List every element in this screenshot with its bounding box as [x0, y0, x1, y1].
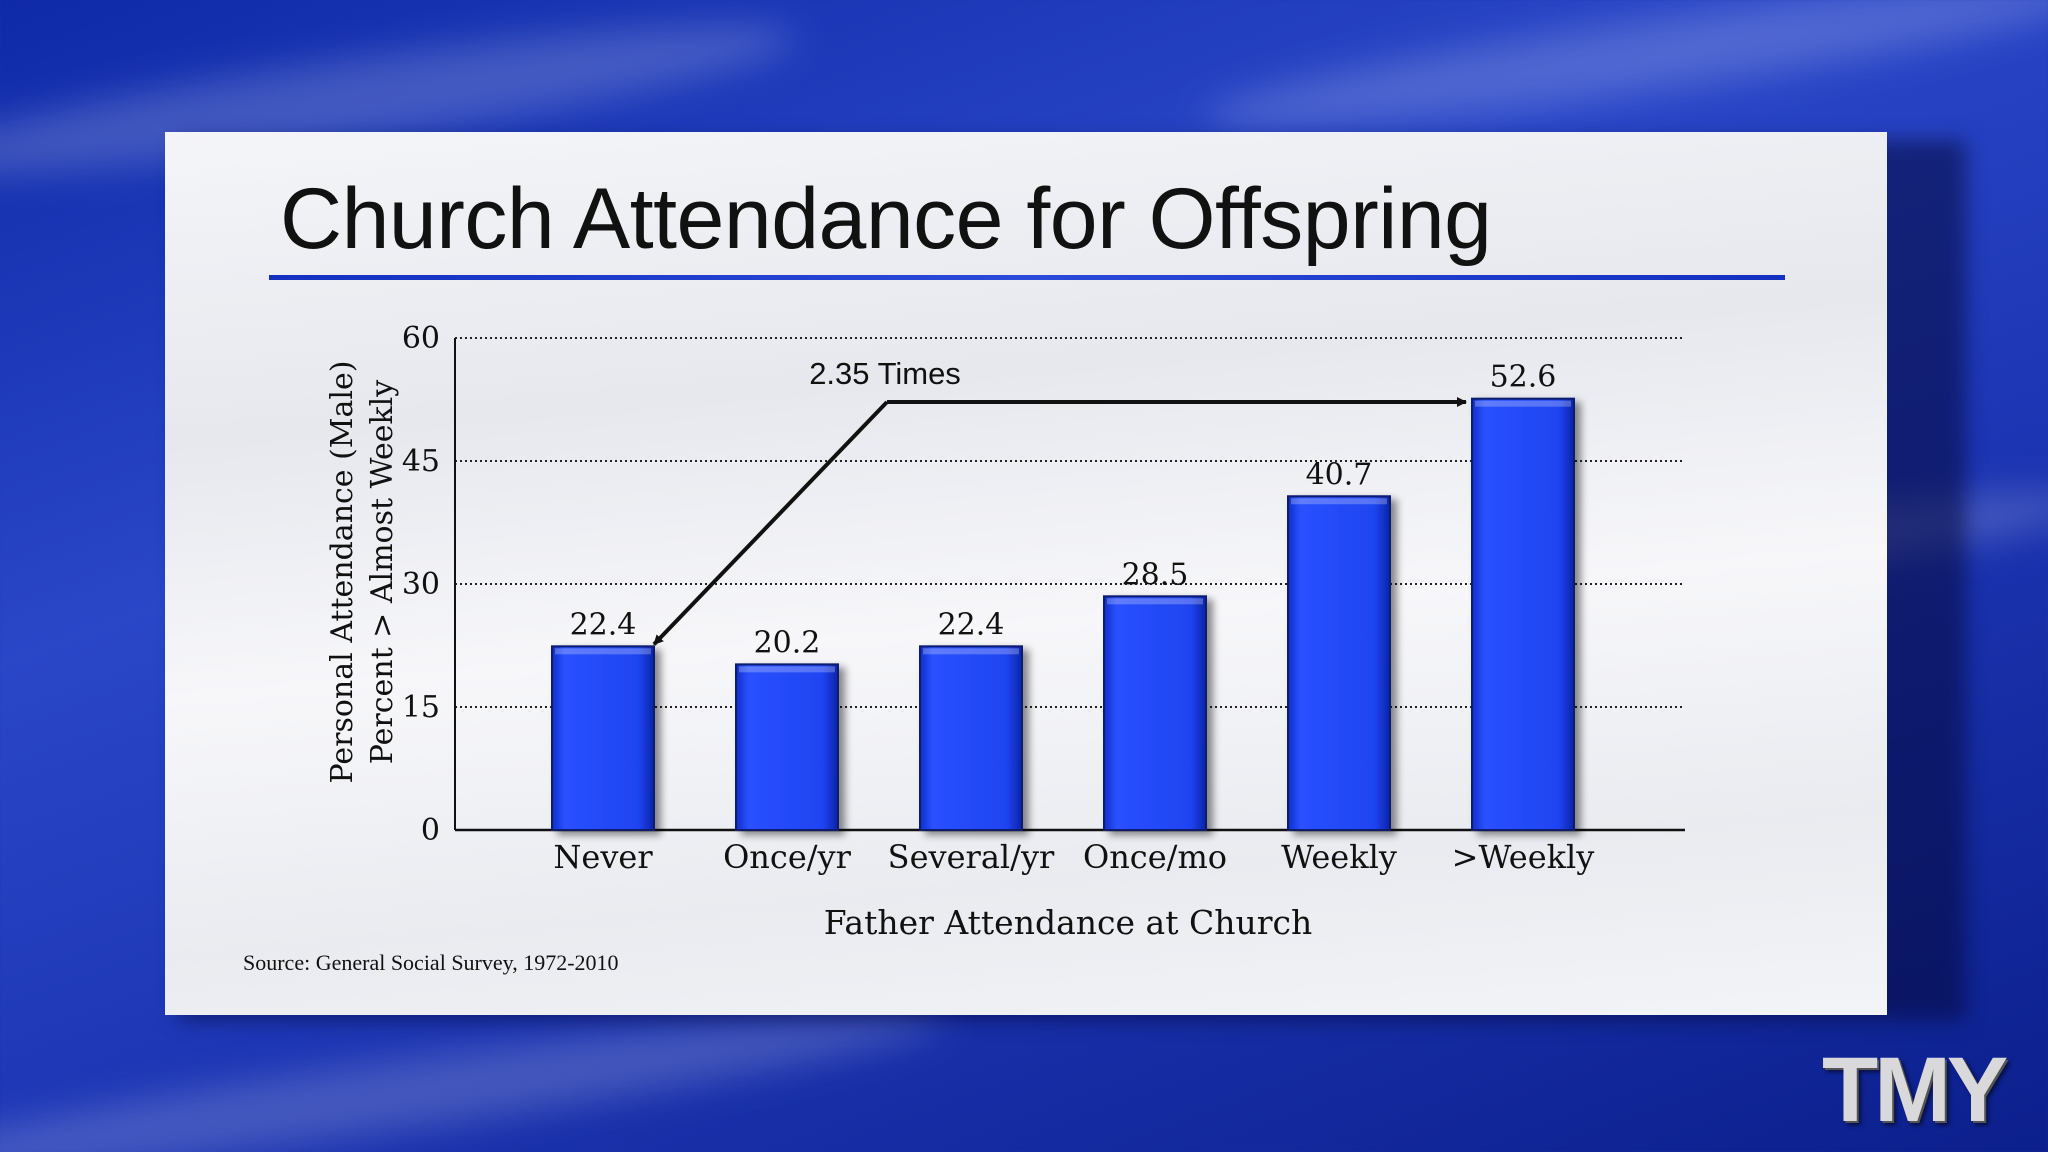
y-axis-title: Percent > Almost Weekly [365, 380, 400, 765]
annotation-layer: 2.35 Times [652, 356, 1467, 646]
label-layer: 22.4 Never 20.2 Once/yr 22.4 Several/yr 28.5 On… [553, 360, 1594, 876]
bar [1103, 595, 1207, 831]
source-note: Source: General Social Survey, 1972-2010 [243, 950, 619, 975]
category-label: Once/yr [723, 838, 852, 876]
category-label: Several/yr [888, 838, 1055, 876]
background-streak [1199, 0, 2048, 153]
y-tick-label: 30 [402, 567, 440, 602]
y-axis-title: Personal Attendance (Male) [325, 361, 360, 784]
category-label: >Weekly [1452, 838, 1595, 876]
bar-highlight [1475, 400, 1571, 407]
bar [919, 645, 1023, 831]
bar-highlight [739, 666, 835, 673]
tmy-logo: TMY [1822, 1039, 2008, 1141]
value-label: 52.6 [1490, 360, 1557, 395]
value-label: 20.2 [754, 625, 821, 660]
slide: Church Attendance for Offspring 0 15 30 45 6… [165, 132, 1887, 1015]
arrow-to-never [652, 400, 889, 646]
category-label: Once/mo [1083, 838, 1227, 876]
y-tick-label: 60 [402, 321, 440, 356]
bar [1287, 495, 1391, 831]
axis-layer: 0 15 30 45 60 Personal Attendance (Male) Perce… [325, 321, 1685, 942]
slide-title: Church Attendance for Offspring [280, 171, 1492, 267]
bar-highlight [1291, 498, 1387, 505]
bar [735, 663, 839, 831]
bar-chart: 0 15 30 45 60 Personal Attendance (Male) Perce… [325, 321, 1685, 942]
value-label: 28.5 [1122, 557, 1189, 592]
bar-highlight [1107, 598, 1203, 605]
bar [1471, 397, 1575, 831]
value-label: 22.4 [570, 607, 637, 642]
category-label: Weekly [1281, 838, 1397, 876]
y-tick-label: 45 [402, 444, 440, 479]
y-tick-label: 0 [421, 813, 440, 848]
bar [551, 645, 655, 831]
bar-layer [551, 397, 1575, 831]
value-label: 22.4 [938, 607, 1005, 642]
y-tick-label: 15 [402, 690, 440, 725]
category-label: Never [553, 838, 653, 876]
title-underline [269, 275, 1785, 280]
bar-highlight [555, 648, 651, 655]
value-label: 40.7 [1306, 457, 1373, 492]
annotation-label: 2.35 Times [809, 356, 961, 391]
bar-highlight [923, 648, 1019, 655]
x-axis-title: Father Attendance at Church [824, 903, 1312, 942]
